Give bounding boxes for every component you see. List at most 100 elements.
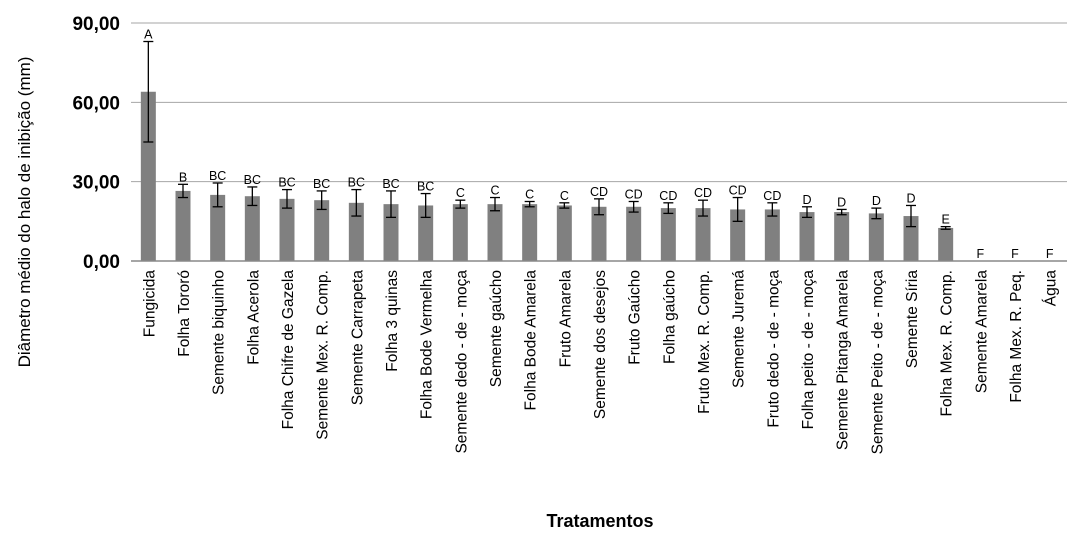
significance-letter: CD [763,189,781,203]
error-bar [559,202,570,209]
bar [279,198,295,261]
bar [660,208,676,261]
x-axis-title: Tratamentos [546,511,653,531]
significance-letter: C [490,184,499,198]
x-tick-label: Semente Juremá [731,270,748,388]
significance-letter: BC [278,176,295,190]
x-tick-label: Fruto Gaúcho [627,270,644,365]
x-tick-label: Fungicida [141,270,158,338]
x-tick-label: Semente Amarela [973,270,990,394]
error-bar [455,199,466,209]
error-bar [836,208,847,216]
bar [868,213,884,261]
significance-letter: F [977,247,985,261]
error-bar [316,190,327,211]
x-tick-label: Folha gaúcho [661,270,678,364]
error-bar [143,40,154,143]
significance-letter: BC [417,180,434,194]
bar [834,212,850,261]
significance-letter: C [456,186,465,200]
significance-letter: BC [313,177,330,191]
x-tick-label: Folha Mex. R. Comp. [939,270,956,416]
significance-letter: F [1046,247,1054,261]
bar [799,212,815,261]
y-tick-label: 90,00 [72,14,120,35]
bar [522,204,538,261]
error-bar [906,204,916,228]
x-tick-label: Semente Síria [904,270,921,369]
significance-letter: BC [244,173,261,187]
bar [418,205,434,261]
y-tick-label: 30,00 [72,173,120,194]
significance-letter: D [872,194,881,208]
significance-letter: CD [694,186,712,200]
significance-letter: CD [659,189,677,203]
error-bar [871,207,882,220]
error-bar [628,200,639,213]
bar [244,196,260,261]
x-tick-label: Semente dedo - de - moça [453,270,470,454]
error-bar [212,182,223,208]
significance-letter: C [525,188,534,202]
x-tick-label: Folha Chifre de Gazela [280,270,297,430]
error-bar [767,202,778,217]
bar [210,194,226,261]
significance-letter: BC [348,176,365,190]
significance-letter: BC [209,169,226,183]
significance-letters: A B BC BC BC BC BC BC BC C C C C CD CD CD CD CD CD D D D D E F F F [144,28,1054,261]
bar [140,91,156,261]
y-tick-label: 0,00 [83,252,120,273]
x-tick-label: Semente dos desejos [592,270,609,419]
x-tick-label: Semente gaúcho [488,270,505,387]
bar [175,190,191,261]
x-tick-label: Folha Mex. R. Peq. [1008,270,1025,403]
error-bar [663,202,674,215]
x-tick-label: Fruto Amarela [557,270,574,368]
significance-letter: E [941,213,949,227]
significance-letter: F [1011,247,1019,261]
x-tick-label: Água [1043,270,1060,307]
error-bar [524,200,535,208]
error-bar [282,188,292,209]
significance-letter: D [802,193,811,207]
x-tick-label: Folha Tororó [176,270,193,357]
x-tick-label: Semente Carrapeta [349,270,366,406]
error-bar [802,206,812,219]
error-bar [940,225,951,230]
gridlines [131,22,1067,183]
bar [591,206,607,261]
error-bar [247,186,258,207]
error-bar [351,188,362,217]
significance-letter: B [179,170,187,184]
error-bar [698,199,708,217]
bar [348,202,364,261]
bar [764,209,780,261]
bar [487,204,503,261]
x-tick-label: Folha peito - de - moça [800,270,817,430]
significance-letter: CD [590,185,608,199]
x-tick-label: Semente Pitanga Amarela [835,270,852,450]
bar [626,206,642,261]
x-tick-label: Folha Acerola [245,270,262,365]
error-bar [386,190,396,219]
significance-letter: D [906,191,915,205]
bar [556,205,572,261]
bar [314,200,330,261]
x-tick-label: Folha Bode Vermelha [419,270,436,419]
significance-letter: BC [382,177,399,191]
error-bar [178,183,188,199]
error-bar [490,196,500,212]
bars [140,91,954,261]
bar [730,209,746,261]
significance-letter: A [144,28,153,42]
x-tick-label: Folha 3 quinas [384,270,401,372]
bar [903,216,919,261]
x-tick-label: Semente Mex. R. Comp. [315,270,332,440]
y-axis-title: Diâmetro médio do halo de inibição (mm) [15,57,34,368]
error-bar [732,196,743,222]
y-axis-ticks: 0,00 30,00 60,00 90,00 [72,14,120,273]
error-bars [143,40,951,230]
bar [383,204,399,261]
x-tick-label: Folha Bode Amarela [523,270,540,411]
